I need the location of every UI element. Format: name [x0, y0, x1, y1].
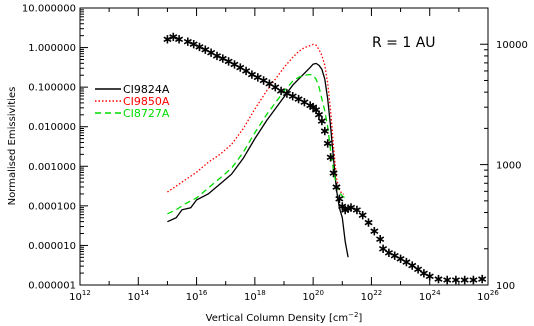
- asterisk-point-48: [402, 257, 411, 267]
- asterisk-point-0: [163, 35, 172, 44]
- asterisk-point-46: [390, 251, 399, 260]
- x-tick-label-exp-6: 24: [432, 289, 441, 297]
- asterisk-point-49: [408, 261, 417, 270]
- x-tick-label-base-0: 10: [69, 292, 82, 303]
- x-tick-label-exp-0: 12: [82, 289, 91, 297]
- y2-tick-label-1: 1000: [496, 161, 521, 172]
- x-tick-label-base-4: 10: [302, 292, 315, 303]
- legend-label-2: CI8727A: [123, 107, 170, 120]
- asterisk-point-32: [329, 168, 338, 178]
- x-tick-label-exp-4: 20: [315, 289, 324, 297]
- asterisk-point-17: [265, 79, 274, 88]
- asterisk-point-8: [212, 51, 221, 61]
- y-tick-label-7: 0.000001: [28, 281, 76, 292]
- asterisk-point-7: [207, 48, 216, 57]
- asterisk-point-12: [236, 63, 245, 72]
- legend-label-0: CI9824A: [123, 83, 170, 96]
- x-axis-label-exponent: −2: [348, 311, 358, 319]
- x-tick-label-0: 1012: [69, 289, 91, 303]
- asterisk-point-44: [379, 244, 388, 253]
- x-tick-label-base-1: 10: [127, 292, 140, 303]
- x-axis-label-close: ]: [358, 313, 362, 324]
- plot-frame: [79, 7, 489, 286]
- asterisk-point-18: [271, 83, 280, 92]
- asterisk-point-50: [414, 265, 423, 274]
- asterisk-point-10: [224, 57, 233, 66]
- asterisk-point-31: [326, 153, 335, 162]
- asterisk-point-6: [201, 45, 210, 54]
- y-tick-label-6: 0.000010: [28, 241, 76, 252]
- asterisk-point-1: [169, 32, 178, 42]
- x-tick-label-base-2: 10: [186, 292, 199, 303]
- x-tick-label-base-7: 10: [477, 292, 490, 303]
- asterisk-point-23: [300, 98, 309, 107]
- asterisk-point-29: [320, 126, 329, 136]
- x-tick-label-5: 1022: [361, 289, 383, 303]
- x-tick-label-7: 1026: [477, 289, 499, 303]
- asterisk-point-47: [396, 254, 405, 263]
- asterisk-point-55: [451, 275, 460, 285]
- x-tick-label-4: 1020: [302, 289, 324, 303]
- asterisk-point-41: [364, 218, 373, 227]
- x-tick-label-exp-2: 16: [198, 289, 207, 297]
- asterisk-point-11: [230, 60, 239, 69]
- asterisk-point-40: [358, 211, 367, 220]
- x-tick-label-exp-3: 18: [257, 289, 266, 297]
- asterisk-point-56: [460, 275, 469, 285]
- asterisk-point-28: [317, 116, 326, 126]
- y-tick-label-2: 0.100000: [28, 83, 76, 94]
- asterisk-point-30: [323, 139, 332, 148]
- asterisk-point-53: [434, 274, 443, 284]
- asterisk-point-42: [370, 227, 379, 236]
- annotation-radius: R = 1 AU: [372, 35, 436, 51]
- x-tick-label-base-6: 10: [419, 292, 432, 303]
- asterisk-point-43: [376, 235, 385, 244]
- asterisk-point-9: [218, 54, 227, 63]
- y-tick-label-0: 10.000000: [22, 4, 76, 15]
- x-tick-label-exp-1: 14: [140, 289, 149, 297]
- asterisk-point-13: [242, 66, 251, 76]
- asterisk-point-15: [253, 73, 262, 82]
- series-line-0: [167, 62, 349, 258]
- y2-tick-label-2: 100: [496, 281, 515, 292]
- y2-tick-label-0: 10000: [496, 40, 528, 51]
- asterisk-point-2: [175, 35, 184, 44]
- asterisk-point-33: [332, 182, 341, 192]
- x-tick-label-3: 1018: [244, 289, 266, 303]
- legend-label-1: CI9850A: [123, 95, 170, 108]
- asterisk-point-27: [314, 110, 323, 119]
- asterisk-point-22: [294, 94, 303, 104]
- asterisk-point-57: [469, 275, 478, 285]
- y-tick-label-3: 0.010000: [28, 122, 76, 133]
- series-layer: [163, 32, 487, 285]
- x-axis-label-text: Vertical Column Density [cm: [206, 313, 348, 324]
- asterisk-point-54: [443, 275, 452, 285]
- x-tick-label-1: 1014: [127, 289, 149, 303]
- asterisk-point-14: [247, 70, 256, 79]
- y-axis-label: Normalised Emissivities: [7, 87, 18, 206]
- asterisk-point-16: [259, 76, 268, 85]
- tick-layer: 1012 1014 1016 1018 1020 1022 1024 102610.00000…: [22, 4, 528, 304]
- x-tick-label-base-5: 10: [361, 292, 374, 303]
- asterisk-point-52: [425, 272, 434, 281]
- asterisk-point-34: [335, 194, 344, 203]
- asterisk-point-58: [478, 274, 487, 284]
- series-line-2: [167, 73, 346, 215]
- asterisk-point-39: [352, 205, 361, 215]
- y-tick-label-4: 0.001000: [28, 162, 76, 173]
- series-line-1: [167, 43, 344, 195]
- x-tick-label-exp-7: 26: [490, 289, 499, 297]
- x-axis-label: Vertical Column Density [cm−2]: [206, 311, 363, 324]
- x-tick-label-base-3: 10: [244, 292, 257, 303]
- x-tick-label-exp-5: 22: [373, 289, 382, 297]
- y-tick-label-5: 0.000100: [28, 201, 76, 212]
- y-tick-label-1: 1.000000: [28, 43, 76, 54]
- x-tick-label-6: 1024: [419, 289, 441, 303]
- x-tick-label-2: 1016: [186, 289, 208, 303]
